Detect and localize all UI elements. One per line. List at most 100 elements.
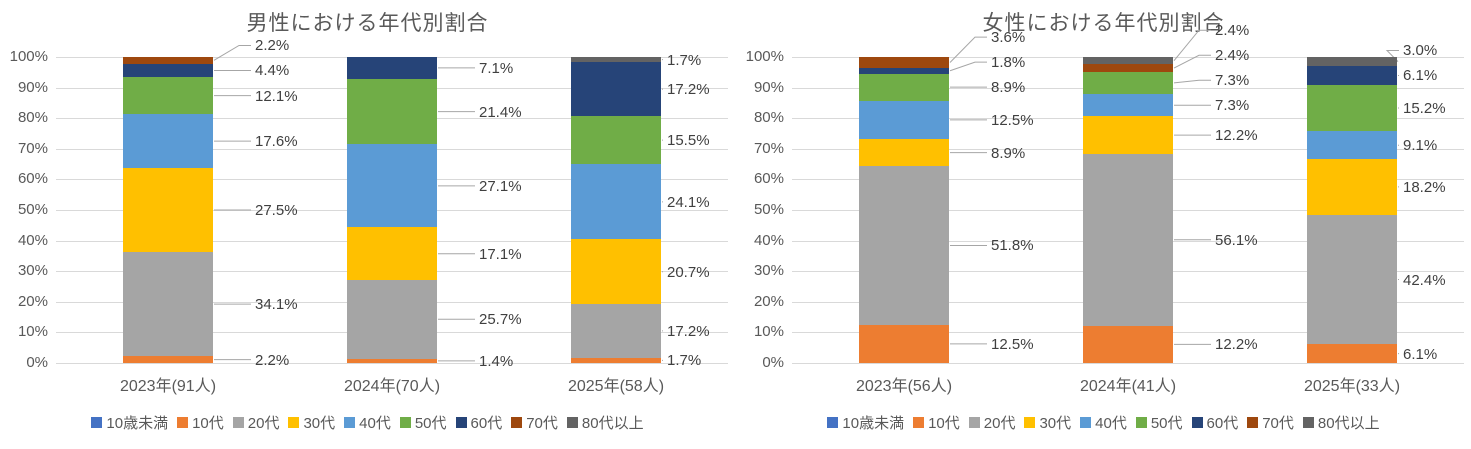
data-label: 27.1% [479, 177, 522, 195]
y-axis-tick-label: 30% [753, 262, 784, 280]
y-axis-tick-label: 50% [17, 201, 48, 218]
x-axis-category-label: 2024年(70人) [343, 378, 441, 395]
data-label: 27.5% [255, 202, 298, 219]
legend-swatch-icon [968, 417, 980, 428]
bar-segment [571, 239, 661, 305]
legend-label: 20代 [983, 415, 1016, 432]
legend-item: 20代 [968, 412, 1016, 433]
legend-swatch-icon [511, 417, 523, 428]
bar-segment [1307, 66, 1397, 85]
bar-segment [859, 139, 949, 167]
bar-segment [123, 63, 213, 78]
legend-label: 30代 [303, 415, 336, 432]
bar-segment [123, 252, 213, 357]
legend-item: 70代 [1247, 412, 1294, 433]
bar-segment [123, 57, 213, 64]
data-label: 2.2% [255, 351, 290, 369]
leader-line [949, 61, 987, 72]
bar-segment [859, 68, 949, 74]
data-label: 9.1% [1403, 137, 1438, 155]
chart-female-age-distribution: 女性における年代別割合 0% 10% 20% 30% 40% 50% 60% 70% 80% 90… [736, 0, 1471, 449]
leader-line [949, 36, 987, 63]
bar-segment [123, 77, 213, 115]
y-axis-tick-label: 40% [17, 231, 48, 249]
gridline [792, 363, 1464, 364]
y-axis-tick-label: 100% [745, 48, 784, 65]
bar-segment [1307, 57, 1397, 67]
y-axis-tick-label: 60% [17, 170, 48, 188]
bar-segment [347, 227, 437, 280]
bar-segment [123, 114, 213, 168]
bar-segment [1307, 131, 1397, 160]
data-label: 15.5% [667, 132, 710, 150]
legend-item: 80代以上 [566, 412, 644, 433]
data-label: 1.7% [667, 352, 702, 370]
legend-swatch-icon [1302, 417, 1314, 428]
legend-label: 50代 [414, 415, 447, 432]
y-axis-tick-label: 0% [762, 354, 784, 371]
y-axis-tick-label: 90% [753, 78, 784, 96]
legend-item: 50代 [1135, 412, 1183, 433]
legend: 10歳未満 10代 20代 30代 40代 50代 60代 70代 80代以上 [736, 412, 1471, 433]
data-label: 2.2% [255, 37, 290, 55]
bar-segment [123, 356, 213, 363]
x-axis-category-label: 2024年(41人) [1079, 378, 1177, 395]
legend-item: 30代 [1024, 412, 1071, 433]
y-axis-tick-label: 40% [753, 231, 784, 249]
y-axis-tick-label: 10% [17, 323, 48, 341]
bar-segment [1083, 325, 1173, 363]
legend-label: 30代 [1039, 415, 1072, 432]
bar-segment [571, 164, 661, 240]
bar-segment [1083, 57, 1173, 65]
data-label: 17.6% [255, 133, 298, 151]
x-axis-category-label: 2025年(33人) [1303, 378, 1401, 395]
bar-segment [1307, 344, 1397, 363]
legend-swatch-icon [913, 417, 925, 428]
data-label: 18.2% [1403, 178, 1446, 196]
bar-segment [123, 167, 213, 253]
gridline [56, 363, 728, 364]
legend-item: 60代 [455, 412, 503, 433]
data-label: 51.8% [991, 237, 1034, 255]
leader-line [213, 44, 251, 61]
data-label: 7.1% [479, 59, 514, 77]
data-label: 1.7% [667, 51, 702, 69]
y-axis-tick-label: 30% [17, 262, 48, 280]
y-axis-tick-label: 20% [753, 292, 784, 310]
legend: 10歳未満 10代 20代 30代 40代 50代 60代 70代 80代以上 [0, 412, 735, 433]
data-label: 25.7% [479, 311, 522, 329]
x-axis-category-label: 2023年(91人) [119, 378, 217, 395]
legend-swatch-icon [344, 417, 356, 428]
bar-segment [347, 358, 437, 363]
legend-label: 10歳未満 [842, 415, 905, 432]
y-axis-tick-label: 10% [753, 323, 784, 341]
y-axis-tick-label: 0% [26, 354, 48, 371]
legend-item: 10歳未満 [91, 412, 168, 433]
chart-title-female: 女性における年代別割合 [982, 12, 1225, 35]
legend-item: 10歳未満 [827, 412, 904, 433]
data-label: 8.9% [991, 79, 1026, 97]
data-label: 1.4% [479, 352, 514, 370]
legend-item: 30代 [288, 412, 335, 433]
bar-segment [859, 57, 949, 69]
data-label: 7.3% [1215, 72, 1250, 90]
legend-label: 60代 [470, 415, 503, 432]
legend-swatch-icon [288, 417, 300, 428]
bar-segment [571, 115, 661, 165]
legend-label: 40代 [1095, 415, 1127, 432]
bar-segment [1083, 64, 1173, 72]
bar-segment [1307, 214, 1397, 345]
legend-label: 80代以上 [1317, 415, 1380, 432]
bar-segment [859, 324, 949, 363]
bar-segment [1083, 71, 1173, 95]
legend-swatch-icon [566, 417, 578, 428]
x-axis-category-label: 2025年(58人) [567, 378, 665, 395]
data-label: 24.1% [667, 193, 710, 211]
data-label: 15.2% [1403, 100, 1446, 118]
y-axis-tick-label: 20% [17, 292, 48, 310]
legend-swatch-icon [177, 417, 189, 428]
data-label: 2.4% [1215, 22, 1250, 40]
data-label: 1.8% [991, 54, 1026, 72]
data-label: 20.7% [667, 263, 710, 281]
